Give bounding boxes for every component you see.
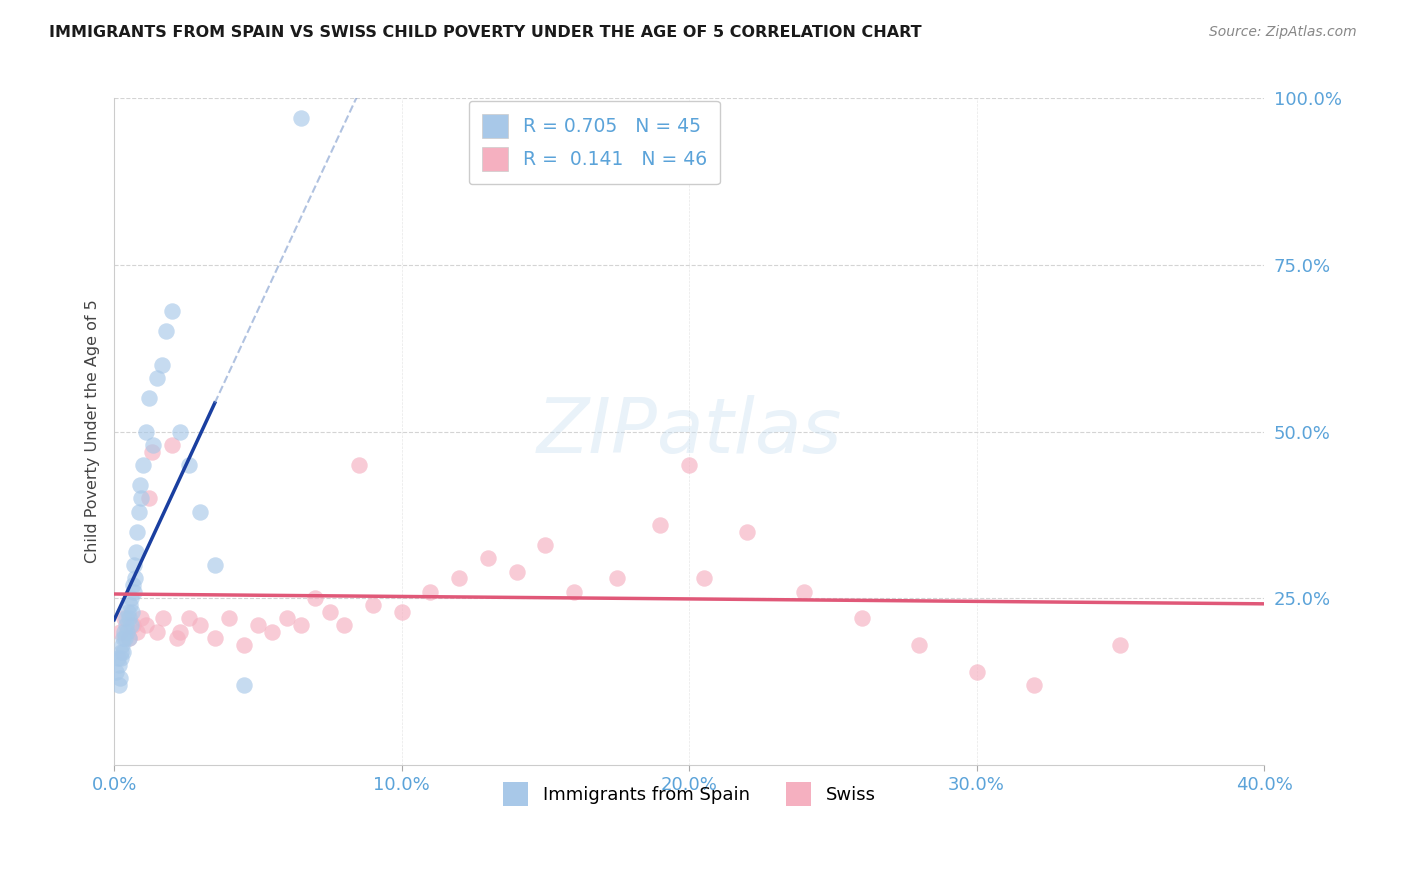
Point xyxy=(166,632,188,646)
Point xyxy=(908,638,931,652)
Point xyxy=(562,584,585,599)
Text: Source: ZipAtlas.com: Source: ZipAtlas.com xyxy=(1209,25,1357,39)
Point xyxy=(678,458,700,472)
Point xyxy=(218,611,240,625)
Point xyxy=(534,538,557,552)
Point xyxy=(169,624,191,639)
Point xyxy=(177,611,200,625)
Point xyxy=(128,505,150,519)
Point xyxy=(650,518,672,533)
Point xyxy=(107,651,129,665)
Point xyxy=(505,565,527,579)
Point xyxy=(146,624,169,639)
Point xyxy=(232,678,254,692)
Point xyxy=(131,611,153,625)
Point xyxy=(477,551,499,566)
Point xyxy=(117,605,139,619)
Point xyxy=(129,478,152,492)
Point xyxy=(347,458,370,472)
Point xyxy=(150,358,173,372)
Point xyxy=(122,584,145,599)
Point xyxy=(118,598,141,612)
Point xyxy=(304,591,326,606)
Point xyxy=(606,571,628,585)
Point xyxy=(735,524,758,539)
Point xyxy=(124,558,146,572)
Point xyxy=(117,632,139,646)
Point xyxy=(276,611,298,625)
Point xyxy=(419,584,441,599)
Point xyxy=(112,645,135,659)
Point xyxy=(131,491,153,506)
Point xyxy=(108,624,131,639)
Point xyxy=(112,611,135,625)
Point xyxy=(138,491,160,506)
Point xyxy=(124,571,146,585)
Point xyxy=(319,605,342,619)
Point xyxy=(141,444,163,458)
Point xyxy=(115,624,138,639)
Point xyxy=(177,458,200,472)
Point xyxy=(111,632,134,646)
Point xyxy=(262,624,284,639)
Point xyxy=(155,325,177,339)
Point xyxy=(692,571,714,585)
Point xyxy=(333,618,356,632)
Text: IMMIGRANTS FROM SPAIN VS SWISS CHILD POVERTY UNDER THE AGE OF 5 CORRELATION CHAR: IMMIGRANTS FROM SPAIN VS SWISS CHILD POV… xyxy=(49,25,922,40)
Point xyxy=(107,678,129,692)
Point xyxy=(108,672,131,686)
Point xyxy=(115,618,138,632)
Point xyxy=(1109,638,1132,652)
Point xyxy=(111,638,134,652)
Point xyxy=(851,611,873,625)
Point xyxy=(120,591,142,606)
Point xyxy=(132,458,155,472)
Point xyxy=(146,371,169,385)
Point xyxy=(117,611,139,625)
Point xyxy=(122,618,145,632)
Point xyxy=(121,605,143,619)
Point xyxy=(246,618,269,632)
Point xyxy=(135,618,157,632)
Point xyxy=(142,438,165,452)
Point xyxy=(110,651,132,665)
Point xyxy=(110,645,132,659)
Point xyxy=(114,632,136,646)
Point xyxy=(160,304,183,318)
Legend: Immigrants from Spain, Swiss: Immigrants from Spain, Swiss xyxy=(496,775,883,813)
Point xyxy=(120,618,142,632)
Point xyxy=(114,611,136,625)
Point xyxy=(169,425,191,439)
Point xyxy=(125,544,148,558)
Point xyxy=(127,524,149,539)
Point xyxy=(112,624,135,639)
Point xyxy=(966,665,988,679)
Point xyxy=(449,571,471,585)
Text: ZIPatlas: ZIPatlas xyxy=(537,394,842,468)
Point xyxy=(793,584,815,599)
Point xyxy=(290,111,312,125)
Point xyxy=(160,438,183,452)
Point xyxy=(105,665,128,679)
Point xyxy=(135,425,157,439)
Point xyxy=(118,632,141,646)
Point xyxy=(290,618,312,632)
Point xyxy=(232,638,254,652)
Point xyxy=(127,624,149,639)
Point xyxy=(391,605,413,619)
Point xyxy=(204,558,226,572)
Point xyxy=(190,618,212,632)
Point xyxy=(1022,678,1045,692)
Point xyxy=(122,578,145,592)
Point xyxy=(152,611,174,625)
Y-axis label: Child Poverty Under the Age of 5: Child Poverty Under the Age of 5 xyxy=(86,300,100,564)
Point xyxy=(108,658,131,673)
Point xyxy=(204,632,226,646)
Point xyxy=(138,391,160,405)
Point xyxy=(361,598,384,612)
Point xyxy=(190,505,212,519)
